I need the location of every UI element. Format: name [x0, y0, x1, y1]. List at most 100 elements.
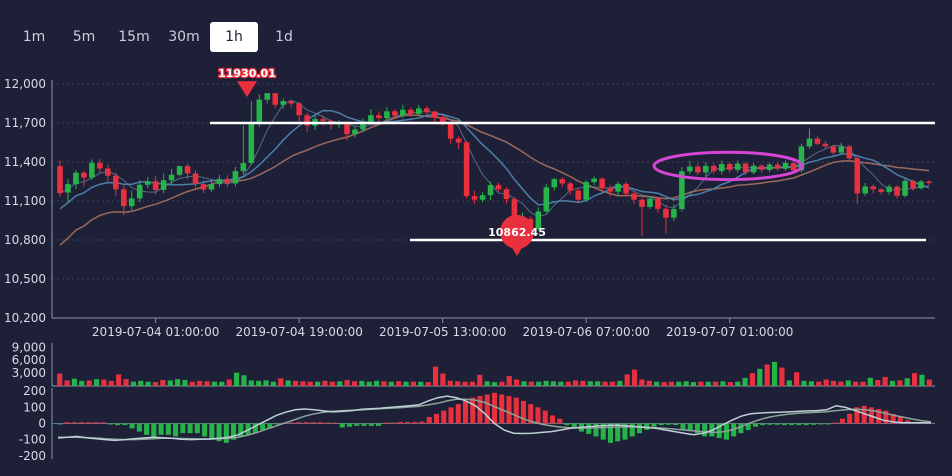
volume-bar — [101, 379, 107, 386]
x-tick-label: 2019-07-04 19:00:00 — [235, 325, 362, 339]
macd-histogram-bar — [441, 410, 447, 424]
macd-histogram-bar — [332, 422, 338, 424]
candle-body — [615, 183, 621, 192]
macd-histogram-bar — [803, 423, 809, 426]
candle-body — [599, 178, 605, 189]
volume-bar — [808, 381, 814, 386]
macd-histogram-bar — [144, 423, 150, 435]
volume-bar — [86, 380, 92, 386]
candle-body — [798, 146, 805, 171]
candle-body — [511, 199, 518, 226]
volume-bar — [241, 375, 247, 386]
candle-body — [352, 129, 358, 135]
macd-histogram-bar — [223, 423, 229, 443]
volume-bar — [867, 377, 873, 386]
volume-bar — [130, 381, 136, 386]
macd-histogram-bar — [839, 418, 845, 424]
candle-body — [232, 171, 239, 184]
volume-bar — [189, 381, 195, 386]
macd-histogram-bar — [412, 421, 418, 424]
tab-5m[interactable]: 5m — [72, 29, 96, 45]
volume-bar — [248, 380, 254, 386]
volume-bar — [300, 381, 306, 386]
candle-body — [702, 165, 709, 173]
candle-body — [559, 179, 566, 184]
candle-body — [695, 166, 701, 173]
macd-histogram-bar — [513, 397, 519, 424]
tab-30m[interactable]: 30m — [168, 29, 200, 45]
macd-histogram-bar — [136, 423, 142, 432]
candle-body — [886, 186, 892, 192]
macd-histogram-bar — [238, 423, 244, 437]
macd-histogram-bar — [600, 423, 606, 440]
volume-bar — [410, 381, 417, 386]
volume-bar — [292, 380, 299, 386]
volume-bar — [285, 380, 291, 386]
candle-body — [471, 196, 478, 200]
macd-histogram-bar — [767, 423, 773, 425]
macd-histogram-bar — [506, 396, 512, 424]
candle-body — [710, 165, 717, 172]
volume-bar — [550, 381, 557, 386]
tab-15m[interactable]: 15m — [118, 29, 150, 45]
candle-body — [105, 168, 111, 176]
volume-bar — [558, 381, 564, 386]
macd-histogram-bar — [318, 422, 324, 424]
candle-body — [734, 163, 741, 170]
candle-body — [567, 183, 574, 191]
volume-bar — [329, 381, 335, 386]
macd-histogram-bar — [564, 423, 570, 426]
macd-histogram-bar — [491, 392, 498, 424]
volume-bar — [617, 380, 623, 386]
macd-histogram-bar — [897, 417, 903, 424]
volume-bar — [631, 369, 638, 386]
tab-1d[interactable]: 1d — [275, 29, 293, 45]
volume-bar — [57, 373, 63, 386]
macd-histogram-bar — [78, 422, 84, 424]
macd-histogram-bar — [462, 400, 469, 424]
candle-body — [862, 186, 869, 194]
macd-histogram-bar — [448, 407, 454, 424]
macd-histogram-bar — [347, 423, 353, 427]
tab-1m[interactable]: 1m — [22, 29, 46, 45]
volume-bar — [418, 381, 424, 386]
candle-body — [623, 183, 629, 194]
volume-bar — [506, 376, 512, 386]
volume-bar — [307, 381, 313, 386]
macd-histogram-bar — [738, 423, 744, 434]
macd-histogram-bar — [905, 420, 911, 424]
volume-bar — [661, 382, 667, 386]
volume-bar — [816, 381, 822, 386]
volume-bar — [211, 381, 218, 386]
volume-bar — [595, 381, 601, 386]
min-label: 10862.45 — [488, 226, 546, 239]
macd-histogram-bar — [231, 423, 237, 440]
volume-bar — [315, 381, 321, 386]
candle-body — [822, 143, 829, 147]
candle-body — [192, 173, 199, 185]
tab-1h[interactable]: 1h — [210, 22, 258, 52]
volume-bar — [580, 380, 586, 386]
volume-bar — [123, 379, 129, 386]
macd-histogram-bar — [745, 423, 751, 430]
volume-bar — [79, 380, 85, 386]
candle-body — [894, 186, 900, 196]
candle-body — [838, 146, 845, 153]
volume-bar — [683, 381, 689, 386]
macd-histogram-bar — [716, 423, 722, 439]
candle-body — [910, 180, 916, 189]
volume-bar — [499, 381, 505, 386]
volume-bar — [882, 376, 888, 386]
candle-body — [368, 115, 374, 123]
volume-bar — [543, 380, 549, 386]
macd-y-tick-label: 200 — [23, 384, 46, 398]
candle-body — [758, 165, 765, 170]
candle-body — [97, 162, 103, 169]
macd-histogram-bar — [796, 423, 802, 426]
candle-body — [487, 185, 494, 196]
candle-body — [655, 198, 661, 209]
volume-bar — [388, 381, 394, 386]
macd-histogram-bar — [832, 422, 838, 424]
candle-body — [535, 211, 542, 229]
candle-body — [304, 115, 310, 126]
